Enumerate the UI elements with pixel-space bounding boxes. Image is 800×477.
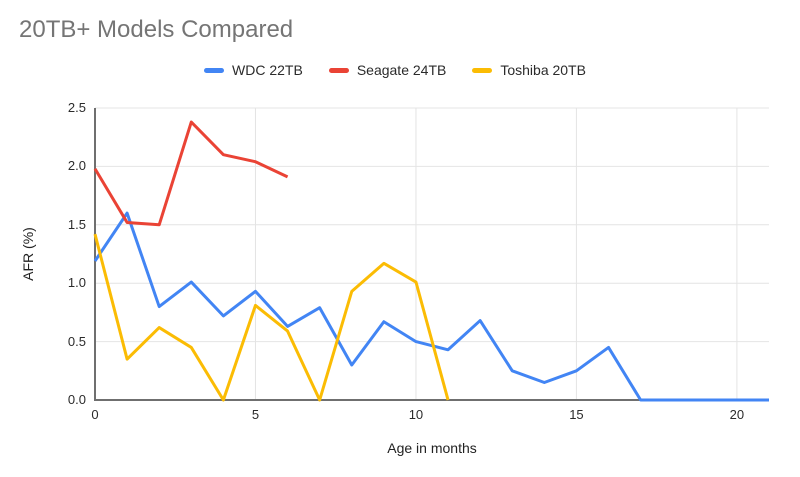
series-line-toshiba-20tb <box>93 233 450 402</box>
x-axis-title: Age in months <box>387 440 477 456</box>
x-tick-label: 15 <box>569 407 584 422</box>
legend-color-dash-icon <box>328 67 349 73</box>
x-tick-label: 5 <box>251 407 260 422</box>
x-tick-label: 0 <box>91 407 99 422</box>
legend-label: Toshiba 20TB <box>500 62 586 78</box>
legend-label: WDC 22TB <box>232 62 303 78</box>
legend-item-toshiba-20tb: Toshiba 20TB <box>472 62 586 78</box>
y-tick-label: 0.5 <box>67 333 86 349</box>
y-tick-label: 1.5 <box>67 216 86 232</box>
series-line-wdc-22tb <box>93 211 769 402</box>
y-tick-label: 0.0 <box>67 392 86 407</box>
legend-color-dash-icon <box>204 67 225 73</box>
series-line-seagate-24tb <box>93 120 289 227</box>
y-axis-title: AFR (%) <box>20 227 36 281</box>
legend-item-wdc-22tb: WDC 22TB <box>204 62 303 78</box>
legend-item-seagate-24tb: Seagate 24TB <box>328 62 447 78</box>
legend-color-dash-icon <box>472 67 493 73</box>
legend: WDC 22TB Seagate 24TB Toshiba 20TB <box>0 62 790 78</box>
chart-title: 20TB+ Models Compared <box>19 16 294 43</box>
y-tick-label: 2.5 <box>67 100 86 115</box>
y-tick-label: 2.0 <box>67 158 86 174</box>
x-tick-label: 20 <box>729 407 745 422</box>
legend-label: Seagate 24TB <box>356 62 447 78</box>
x-tick-label: 10 <box>408 407 424 422</box>
y-tick-label: 1.0 <box>67 275 86 291</box>
